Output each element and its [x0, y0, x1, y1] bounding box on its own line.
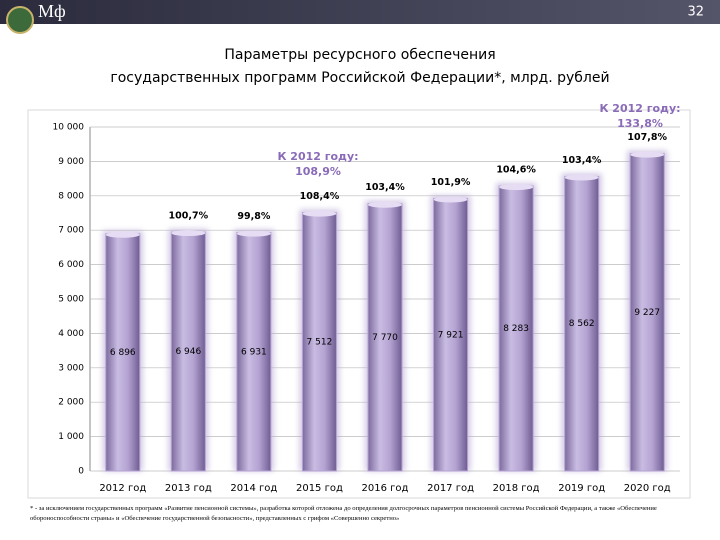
bar: [564, 175, 600, 472]
x-tick-label: 2019 год: [558, 483, 605, 494]
y-tick-label: 1 000: [58, 432, 84, 442]
y-tick-label: 3 000: [58, 363, 84, 373]
bar-top: [368, 201, 402, 208]
growth-label: 103,4%: [562, 155, 602, 166]
value-label: 9 227: [634, 308, 660, 318]
bar: [629, 153, 665, 472]
bar-top: [499, 184, 534, 191]
footnote: * - за исключением государственных прогр…: [30, 505, 657, 522]
x-tick-label: 2014 год: [230, 483, 277, 494]
bar-top: [105, 231, 140, 238]
value-label: 7 770: [372, 333, 398, 343]
growth-label: 101,9%: [431, 177, 471, 188]
bar: [367, 203, 403, 472]
x-tick-label: 2016 год: [362, 483, 409, 494]
bar-top: [236, 230, 271, 237]
growth-label: 108,4%: [300, 191, 340, 202]
value-label: 8 562: [569, 319, 595, 329]
y-tick-label: 7 000: [58, 226, 84, 236]
x-tick-label: 2015 год: [296, 483, 343, 494]
chart-title: государственных программ Российской Феде…: [110, 70, 609, 86]
page-number: 32: [687, 5, 704, 20]
growth-label: 99,8%: [237, 211, 270, 222]
x-tick-label: 2013 год: [165, 483, 212, 494]
bar-top: [564, 174, 599, 181]
bar: [301, 212, 337, 472]
y-tick-label: 8 000: [58, 191, 84, 201]
bar-top: [302, 210, 337, 217]
value-label: 6 931: [241, 347, 267, 357]
bar-top: [433, 196, 468, 203]
x-tick-label: 2012 год: [99, 483, 146, 494]
value-label: 6 946: [175, 347, 201, 357]
value-label: 7 921: [438, 330, 464, 340]
header-bar: [0, 0, 720, 24]
growth-label: 107,8%: [627, 132, 667, 143]
y-tick-label: 10 000: [53, 123, 85, 133]
annotation: К 2012 году:: [599, 102, 680, 115]
annotation: 133,8%: [617, 117, 663, 130]
y-tick-label: 5 000: [58, 295, 84, 305]
x-tick-label: 2018 год: [493, 483, 540, 494]
bar: [170, 231, 206, 472]
bar: [236, 232, 272, 472]
bar: [433, 198, 469, 472]
y-tick-label: 0: [78, 467, 84, 477]
growth-label: 103,4%: [365, 182, 405, 193]
bar-top: [630, 151, 665, 158]
growth-label: 100,7%: [169, 211, 209, 222]
logo-text: Мф: [38, 1, 66, 21]
value-label: 8 283: [503, 324, 529, 334]
chart-title: Параметры ресурсного обеспечения: [224, 47, 495, 63]
logo-emblem: [6, 6, 34, 34]
y-tick-label: 2 000: [58, 398, 84, 408]
value-label: 7 512: [307, 337, 333, 347]
y-tick-label: 4 000: [58, 329, 84, 339]
annotation: К 2012 году:: [277, 150, 358, 163]
chart-frame: [27, 109, 691, 499]
value-label: 6 896: [110, 348, 136, 358]
growth-label: 104,6%: [496, 165, 536, 176]
y-tick-label: 6 000: [58, 260, 84, 270]
annotation: 108,9%: [295, 165, 341, 178]
bar-top: [171, 230, 206, 237]
y-tick-label: 9 000: [58, 157, 84, 167]
x-tick-label: 2017 год: [427, 483, 474, 494]
x-tick-label: 2020 год: [624, 483, 671, 494]
